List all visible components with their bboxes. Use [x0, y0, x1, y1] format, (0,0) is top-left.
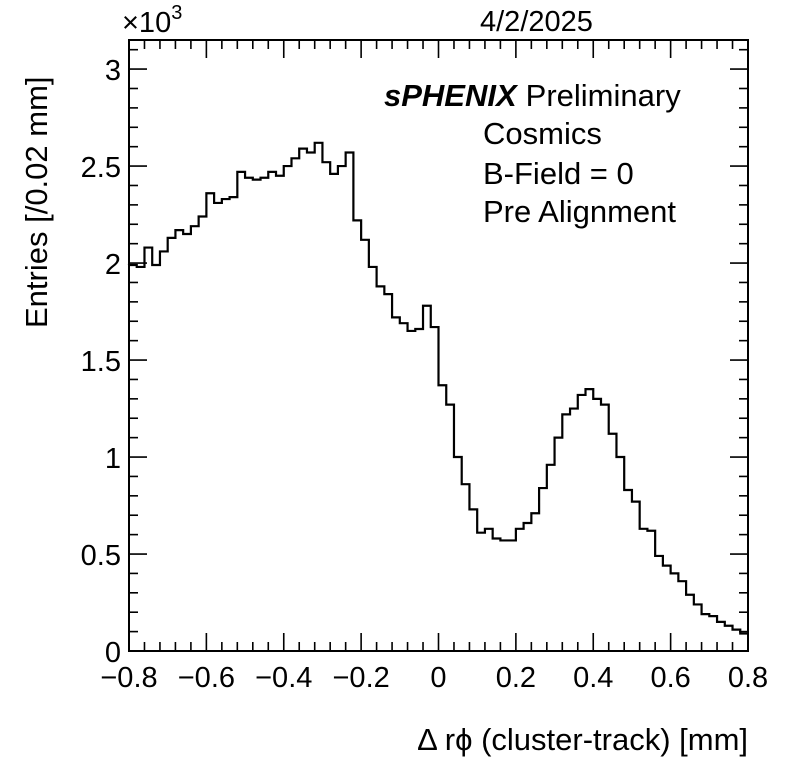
y-tick-label: 1.5: [81, 346, 121, 378]
y-tick-label: 0: [105, 637, 121, 669]
y-tick-labels: 0 0.5 1 1.5 2 2.5 3: [81, 55, 121, 669]
x-tick-label: 0.2: [496, 662, 536, 694]
y-tick-label: 1: [105, 443, 121, 475]
y-tick-label: 0.5: [81, 540, 121, 572]
y-multiplier: ×103: [122, 2, 182, 39]
date-label: 4/2/2025: [480, 6, 593, 38]
histogram-step-line: [127, 141, 748, 635]
x-tick-label: −0.2: [333, 662, 390, 694]
annotation-line-2: B-Field = 0: [483, 156, 634, 191]
x-tick-label: 0: [430, 662, 446, 694]
x-tick-label: −0.4: [255, 662, 312, 694]
x-tick-label: 0.8: [728, 662, 768, 694]
experiment-label: sPHENIX Preliminary: [384, 78, 681, 113]
x-tick-label: −0.8: [100, 662, 157, 694]
plot-frame: [128, 39, 749, 652]
x-tick-label: 0.6: [650, 662, 690, 694]
axis-ticks: [128, 40, 749, 652]
x-tick-label: 0.4: [573, 662, 613, 694]
y-axis-title: Entries [/0.02 mm]: [19, 76, 54, 328]
annotation-line-1: Cosmics: [483, 116, 602, 151]
x-tick-label: −0.6: [178, 662, 235, 694]
y-tick-label: 2: [105, 249, 121, 281]
y-tick-label: 2.5: [81, 152, 121, 184]
x-axis-title: Δ rϕ (cluster-track) [mm]: [417, 722, 748, 757]
y-tick-label: 3: [105, 55, 121, 87]
annotation-line-3: Pre Alignment: [483, 194, 676, 229]
x-tick-labels: −0.8 −0.6 −0.4 −0.2 0 0.2 0.4 0.6 0.8: [100, 662, 768, 694]
